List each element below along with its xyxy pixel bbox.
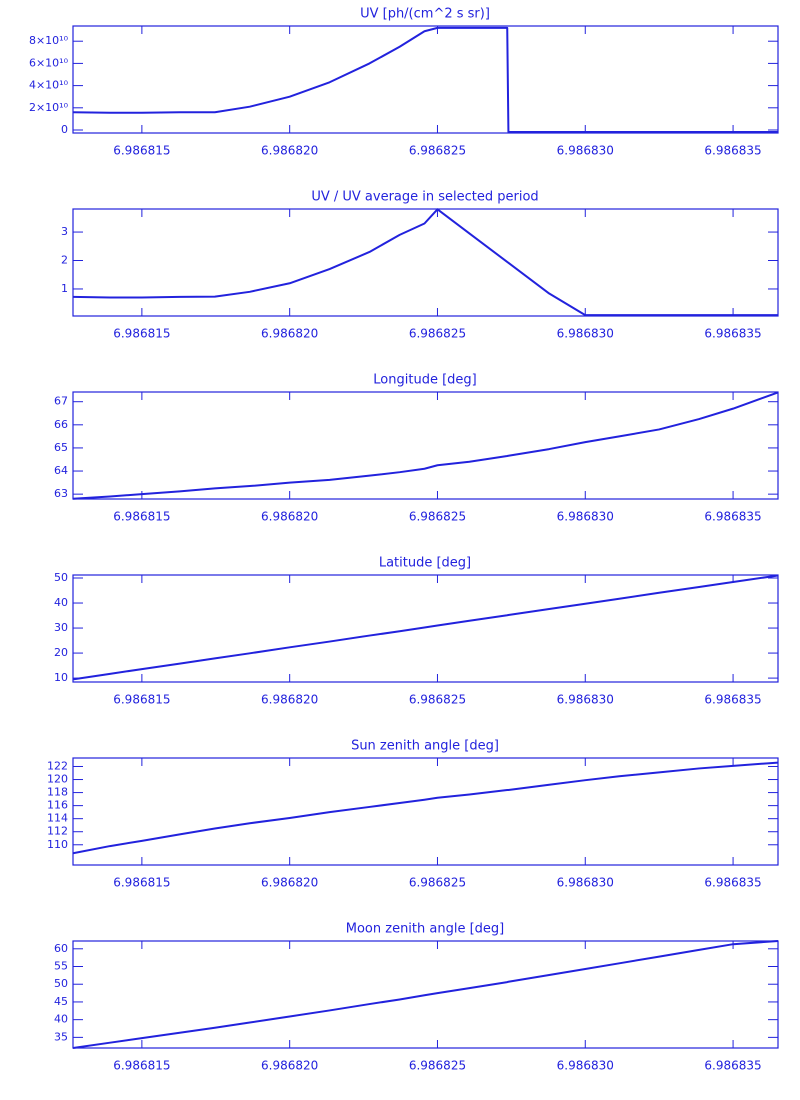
- x-tick-label: 6.986815: [113, 876, 170, 890]
- x-tick-label: 6.986820: [261, 1059, 318, 1073]
- plot-frame: [72, 25, 779, 134]
- x-tick-label: 6.986825: [409, 510, 466, 524]
- y-tick-label: 118: [47, 786, 68, 799]
- y-tick-label: 122: [47, 759, 68, 772]
- x-tick-label: 6.986815: [113, 144, 170, 158]
- y-tick-label: 10: [54, 671, 68, 684]
- x-tick-label: 6.986830: [557, 510, 614, 524]
- chart-title: Longitude [deg]: [373, 373, 476, 388]
- data-line: [72, 761, 779, 855]
- x-tick-label: 6.986830: [557, 144, 614, 158]
- plot-frame: [72, 391, 779, 500]
- data-line: [72, 940, 779, 1049]
- x-tick-label: 6.986825: [409, 144, 466, 158]
- x-tick-label: 6.986835: [704, 327, 761, 341]
- y-tick-label: 114: [47, 812, 68, 825]
- y-tick-label: 30: [54, 621, 68, 634]
- x-tick-label: 6.986835: [704, 1059, 761, 1073]
- x-tick-label: 6.986820: [261, 327, 318, 341]
- y-tick-label: 50: [54, 977, 68, 990]
- data-line: [72, 574, 779, 681]
- x-tick-label: 6.986830: [557, 1059, 614, 1073]
- x-tick-label: 6.986835: [704, 510, 761, 524]
- y-tick-label: 4×10¹⁰: [29, 79, 69, 92]
- x-tick-label: 6.986830: [557, 327, 614, 341]
- y-tick-label: 6×10¹⁰: [29, 56, 69, 69]
- y-tick-label: 116: [47, 799, 68, 812]
- y-tick-label: 112: [47, 825, 68, 838]
- y-tick-label: 3: [61, 225, 68, 238]
- y-tick-label: 2×10¹⁰: [29, 101, 69, 114]
- y-tick-label: 66: [54, 418, 68, 431]
- x-tick-label: 6.986815: [113, 1059, 170, 1073]
- y-tick-label: 63: [54, 487, 68, 500]
- y-tick-label: 40: [54, 1013, 68, 1026]
- y-tick-label: 20: [54, 646, 68, 659]
- chart-title: Sun zenith angle [deg]: [351, 739, 499, 754]
- y-tick-label: 67: [54, 395, 68, 408]
- y-tick-label: 60: [54, 942, 68, 955]
- x-tick-label: 6.986835: [704, 876, 761, 890]
- data-line: [72, 26, 778, 133]
- y-tick-label: 8×10¹⁰: [29, 34, 69, 47]
- x-tick-label: 6.986815: [113, 327, 170, 341]
- x-tick-label: 6.986825: [409, 327, 466, 341]
- x-tick-label: 6.986835: [704, 144, 761, 158]
- y-tick-label: 0: [61, 123, 68, 136]
- y-tick-label: 40: [54, 596, 68, 609]
- x-tick-label: 6.986815: [113, 693, 170, 707]
- x-tick-label: 6.986830: [557, 876, 614, 890]
- x-tick-label: 6.986820: [261, 876, 318, 890]
- x-tick-label: 6.986825: [409, 693, 466, 707]
- y-tick-label: 110: [47, 838, 68, 851]
- y-tick-label: 1: [61, 282, 68, 295]
- data-line: [72, 208, 778, 317]
- chart-title: UV [ph/(cm^2 s sr)]: [360, 7, 490, 22]
- chart-title: UV / UV average in selected period: [311, 190, 538, 205]
- y-tick-label: 45: [54, 995, 68, 1008]
- x-tick-label: 6.986830: [557, 693, 614, 707]
- plot-frame: [72, 757, 779, 866]
- x-tick-label: 6.986815: [113, 510, 170, 524]
- x-tick-label: 6.986820: [261, 144, 318, 158]
- data-line: [72, 391, 779, 500]
- chart-title: Moon zenith angle [deg]: [346, 922, 504, 937]
- y-tick-label: 120: [47, 773, 68, 786]
- y-tick-label: 2: [61, 254, 68, 267]
- y-tick-label: 64: [54, 464, 68, 477]
- plot-frame: [72, 208, 779, 317]
- x-tick-label: 6.986820: [261, 510, 318, 524]
- y-tick-label: 35: [54, 1030, 68, 1043]
- x-tick-label: 6.986835: [704, 693, 761, 707]
- plot-frame: [72, 940, 779, 1049]
- chart-title: Latitude [deg]: [379, 556, 471, 571]
- x-tick-label: 6.986825: [409, 876, 466, 890]
- y-tick-label: 55: [54, 960, 68, 973]
- x-tick-label: 6.986825: [409, 1059, 466, 1073]
- x-tick-label: 6.986820: [261, 693, 318, 707]
- y-tick-label: 50: [54, 571, 68, 584]
- y-tick-label: 65: [54, 441, 68, 454]
